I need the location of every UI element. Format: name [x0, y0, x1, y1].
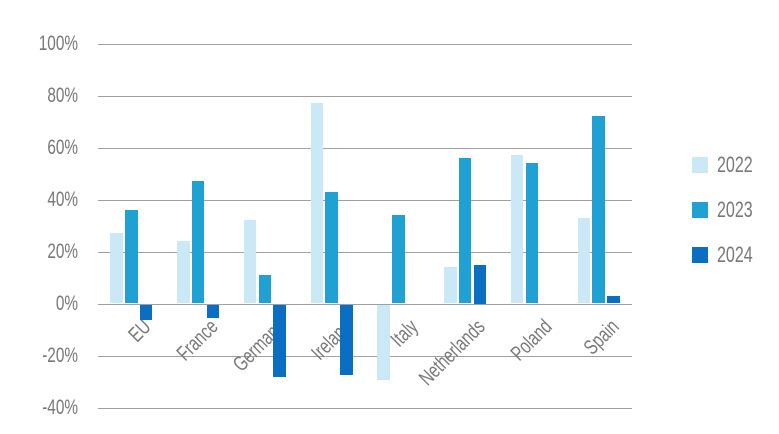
bar-ireland-2022 — [310, 103, 324, 304]
bar-spain-2024 — [607, 295, 620, 304]
bar-ireland-2024 — [340, 304, 353, 375]
y-axis-tick-label: -40% — [42, 395, 78, 419]
y-axis-tick-label: 20% — [47, 239, 78, 263]
chart-legend: 2022 2023 2024 — [692, 152, 766, 267]
bar-germany-2022 — [243, 220, 257, 304]
bar-netherlands-2023 — [458, 157, 472, 304]
legend-label-2023: 2023 — [717, 197, 753, 222]
x-axis-category-label: Italy — [386, 315, 423, 352]
gridline-0% — [98, 303, 632, 305]
gridline-40% — [98, 199, 632, 201]
legend-item-2022: 2022 — [692, 152, 766, 177]
y-axis-tick-label: 80% — [47, 83, 78, 107]
gridline--20% — [98, 355, 632, 357]
x-axis-category-label: EU — [124, 315, 156, 347]
bar-spain-2023 — [592, 116, 605, 304]
bar-netherlands-2022 — [444, 267, 457, 304]
bar-poland-2023 — [525, 163, 539, 304]
legend-swatch-2023 — [692, 202, 708, 218]
y-axis-tick-label: 0% — [55, 291, 78, 315]
x-axis-category-label: Poland — [506, 315, 557, 366]
legend-item-2024: 2024 — [692, 242, 766, 267]
bar-france-2023 — [191, 181, 205, 304]
gridline-100% — [98, 43, 632, 45]
legend-swatch-2022 — [692, 157, 708, 173]
y-axis-tick-label: -20% — [42, 343, 78, 367]
gridline-80% — [98, 95, 632, 97]
x-axis-category-label: Netherlands — [414, 315, 490, 391]
gridline-60% — [98, 147, 632, 149]
bar-spain-2022 — [577, 217, 591, 304]
bar-germany-2024 — [273, 304, 286, 378]
bar-eu-2024 — [139, 304, 153, 321]
y-axis-tick-label: 60% — [47, 135, 78, 159]
bar-italy-2022 — [377, 304, 390, 380]
bar-netherlands-2024 — [473, 264, 487, 304]
y-axis-tick-label: 40% — [47, 187, 78, 211]
gridline-20% — [98, 251, 632, 253]
bar-italy-2023 — [392, 215, 405, 304]
bar-germany-2023 — [258, 274, 272, 304]
legend-label-2024: 2024 — [717, 242, 753, 267]
y-axis-tick-label: 100% — [38, 31, 78, 55]
x-axis-category-label: Spain — [579, 315, 624, 360]
bar-france-2022 — [177, 241, 190, 304]
bar-france-2024 — [206, 304, 220, 318]
legend-swatch-2024 — [692, 247, 708, 263]
legend-item-2023: 2023 — [692, 197, 766, 222]
legend-label-2022: 2022 — [717, 152, 753, 177]
x-axis-category-label: France — [172, 315, 223, 366]
bar-eu-2022 — [110, 233, 123, 304]
gridline--40% — [98, 407, 632, 409]
bar-eu-2023 — [125, 209, 138, 304]
bar-poland-2022 — [510, 155, 524, 304]
bar-ireland-2023 — [325, 191, 338, 304]
